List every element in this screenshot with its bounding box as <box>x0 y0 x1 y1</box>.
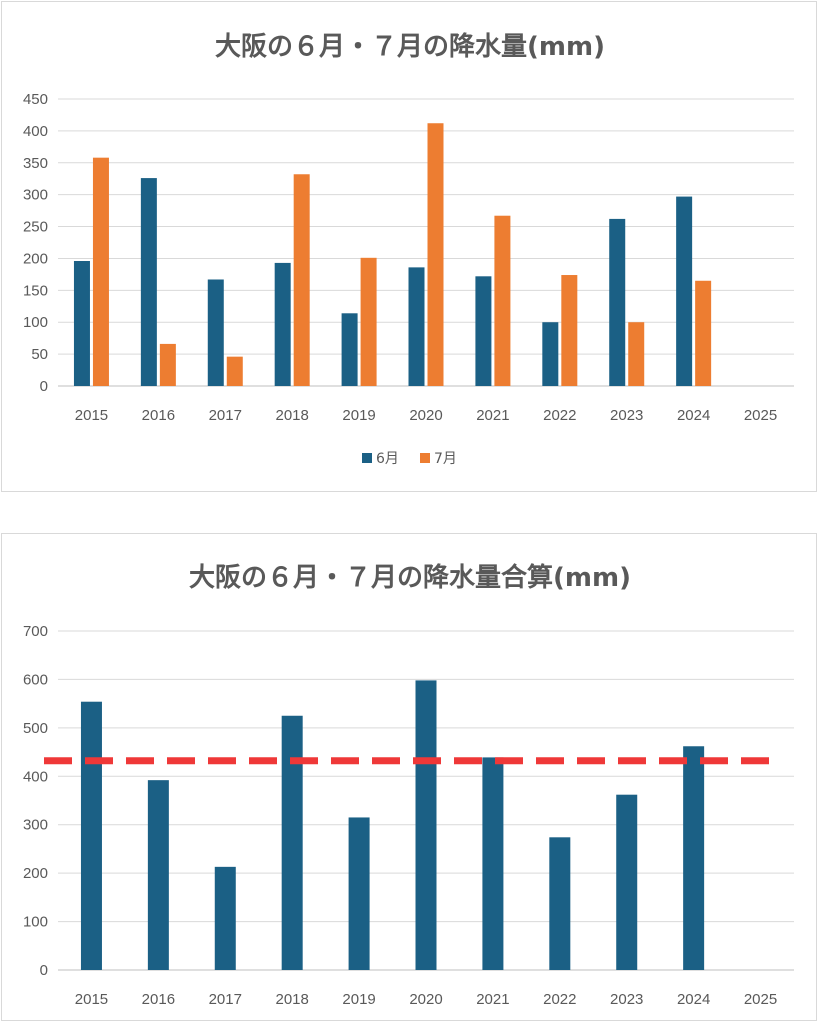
bar <box>92 157 109 386</box>
y-tick-label: 400 <box>23 768 48 785</box>
x-tick-label: 2025 <box>744 991 777 1008</box>
bar <box>140 178 157 386</box>
bar <box>73 260 90 386</box>
x-tick-label: 2020 <box>409 407 442 424</box>
x-tick-label: 2024 <box>677 991 710 1008</box>
legend-swatch <box>362 453 372 463</box>
x-tick-label: 2022 <box>543 407 576 424</box>
x-tick-label: 2018 <box>275 407 308 424</box>
bar <box>341 313 358 386</box>
x-tick-label: 2025 <box>744 407 777 424</box>
y-tick-label: 450 <box>23 91 48 108</box>
y-tick-label: 300 <box>23 817 48 834</box>
bar <box>159 343 176 386</box>
x-tick-label: 2023 <box>610 407 643 424</box>
bar <box>415 680 437 970</box>
x-tick-label: 2023 <box>610 991 643 1008</box>
bar <box>274 262 291 386</box>
bar <box>281 715 303 970</box>
bar <box>561 275 578 386</box>
legend-swatch <box>420 453 430 463</box>
bar <box>475 276 492 386</box>
bar <box>408 267 425 386</box>
y-tick-label: 0 <box>40 378 48 395</box>
y-tick-label: 50 <box>31 346 48 363</box>
bar <box>482 757 504 970</box>
x-tick-label: 2016 <box>142 407 175 424</box>
x-tick-label: 2020 <box>409 991 442 1008</box>
bar <box>293 174 310 386</box>
bar <box>226 356 243 386</box>
x-tick-label: 2022 <box>543 991 576 1008</box>
monthly-rainfall-chart: 大阪の６月・７月の降水量(mm) 0 50 100 150 200 250 300 350 40… <box>1 1 817 492</box>
x-tick-label: 2017 <box>209 407 242 424</box>
total-rainfall-chart: 大阪の６月・７月の降水量合算(mm) 0 100 200 300 400 500 600 70… <box>1 533 817 1021</box>
bar <box>609 218 626 386</box>
x-tick-label: 2024 <box>677 407 710 424</box>
y-tick-label: 150 <box>23 282 48 299</box>
y-tick-label: 400 <box>23 123 48 140</box>
y-tick-label: 600 <box>23 671 48 688</box>
x-tick-label: 2015 <box>75 407 108 424</box>
total-rainfall-chart-svg: 大阪の６月・７月の降水量合算(mm) 0 100 200 300 400 500 600 70… <box>23 562 794 1008</box>
bar <box>616 794 638 970</box>
x-tick-label: 2019 <box>342 991 375 1008</box>
y-tick-label: 250 <box>23 219 48 236</box>
bar <box>147 780 169 970</box>
x-tick-label: 2016 <box>142 991 175 1008</box>
bar <box>214 866 236 970</box>
bar <box>207 279 224 386</box>
y-tick-label: 500 <box>23 720 48 737</box>
y-tick-label: 200 <box>23 865 48 882</box>
x-tick-label: 2017 <box>209 991 242 1008</box>
y-tick-label: 350 <box>23 155 48 172</box>
y-tick-label: 100 <box>23 314 48 331</box>
x-tick-label: 2018 <box>275 991 308 1008</box>
x-tick-label: 2021 <box>476 407 509 424</box>
y-tick-label: 700 <box>23 623 48 640</box>
x-tick-label: 2019 <box>342 407 375 424</box>
monthly-rainfall-chart-svg: 大阪の６月・７月の降水量(mm) 0 50 100 150 200 250 300 350 40… <box>23 32 794 467</box>
y-tick-label: 200 <box>23 250 48 267</box>
legend-label: 7月 <box>434 451 457 467</box>
bar <box>676 196 693 386</box>
bar <box>683 746 705 970</box>
bar <box>427 123 444 386</box>
bar <box>549 837 571 970</box>
y-tick-label: 100 <box>23 914 48 931</box>
bar <box>494 215 511 386</box>
x-tick-label: 2015 <box>75 991 108 1008</box>
bar <box>348 817 370 970</box>
bar <box>80 701 102 970</box>
bar <box>542 322 559 386</box>
x-tick-label: 2021 <box>476 991 509 1008</box>
legend-label: 6月 <box>376 451 399 467</box>
bar <box>695 280 712 386</box>
bar <box>360 257 377 386</box>
y-tick-label: 0 <box>40 962 48 979</box>
y-tick-label: 300 <box>23 187 48 204</box>
chart-title: 大阪の６月・７月の降水量(mm) <box>215 32 605 62</box>
chart-title: 大阪の６月・７月の降水量合算(mm) <box>189 562 631 593</box>
bar <box>628 322 645 386</box>
